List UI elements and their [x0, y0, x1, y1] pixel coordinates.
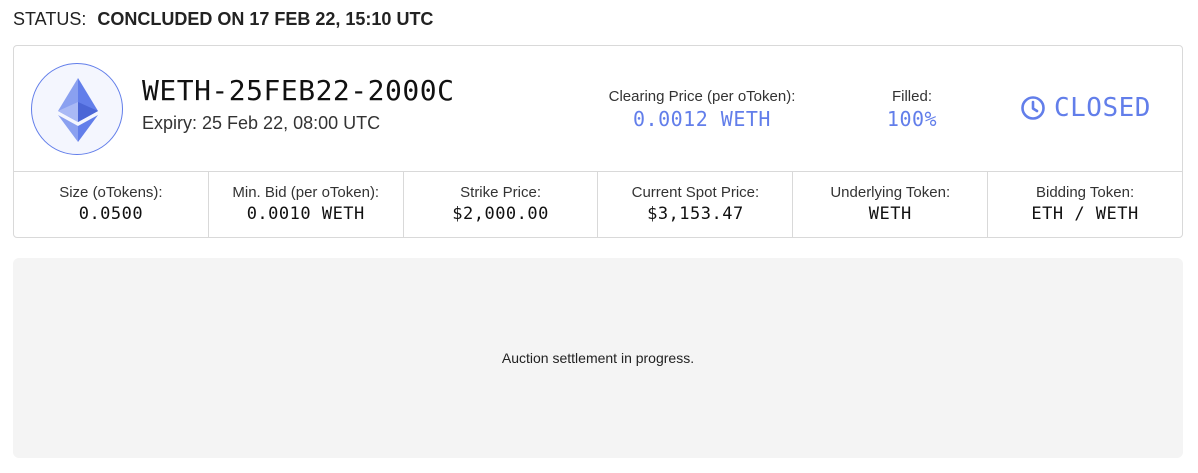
- detail-label: Size (oTokens):: [59, 184, 163, 201]
- detail-label: Bidding Token:: [1035, 184, 1135, 201]
- clearing-price-label: Clearing Price (per oToken):: [608, 88, 796, 105]
- clearing-price: Clearing Price (per oToken): 0.0012 WETH: [602, 88, 802, 131]
- filled-percentage: Filled: 100%: [862, 88, 962, 131]
- settlement-message: Auction settlement in progress.: [501, 350, 695, 366]
- filled-value: 100%: [886, 107, 938, 131]
- detail-value: 0.0500: [78, 204, 144, 224]
- detail-min-bid: Min. Bid (per oToken): 0.0010 WETH: [209, 172, 404, 238]
- detail-label: Min. Bid (per oToken):: [232, 184, 380, 201]
- detail-label: Current Spot Price:: [631, 184, 760, 201]
- detail-value: 0.0010 WETH: [246, 204, 365, 224]
- detail-bidding-token: Bidding Token: ETH / WETH: [988, 172, 1182, 238]
- option-expiry: Expiry: 25 Feb 22, 08:00 UTC: [142, 113, 381, 133]
- detail-label: Strike Price:: [460, 184, 541, 201]
- detail-underlying-token: Underlying Token: WETH: [793, 172, 989, 238]
- clearing-price-value: 0.0012 WETH: [633, 107, 771, 131]
- settlement-panel: Auction settlement in progress.: [13, 258, 1183, 458]
- ethereum-icon: [31, 63, 123, 155]
- detail-value: ETH / WETH: [1031, 204, 1139, 224]
- auction-status: STATUS: CONCLUDED ON 17 FEB 22, 15:10 UT…: [13, 9, 433, 30]
- detail-strike-price: Strike Price: $2,000.00: [404, 172, 599, 238]
- status-value: CONCLUDED ON 17 FEB 22, 15:10 UTC: [97, 9, 434, 29]
- auction-details: Size (oTokens): 0.0500 Min. Bid (per oTo…: [14, 172, 1182, 238]
- auction-state-badge: CLOSED: [1020, 92, 1151, 124]
- detail-spot-price: Current Spot Price: $3,153.47: [598, 172, 794, 238]
- clock-icon: [1021, 96, 1045, 120]
- detail-value: $3,153.47: [647, 204, 744, 224]
- detail-value: $2,000.00: [452, 204, 549, 224]
- auction-card: WETH-25FEB22-2000C Expiry: 25 Feb 22, 08…: [13, 45, 1183, 238]
- option-title: WETH-25FEB22-2000C: [142, 74, 455, 107]
- detail-value: WETH: [868, 204, 912, 224]
- detail-size: Size (oTokens): 0.0500: [14, 172, 209, 238]
- filled-label: Filled:: [891, 88, 932, 105]
- detail-label: Underlying Token:: [830, 184, 951, 201]
- auction-header: WETH-25FEB22-2000C Expiry: 25 Feb 22, 08…: [14, 46, 1182, 172]
- auction-state-label: CLOSED: [1054, 93, 1151, 123]
- status-label: STATUS:: [13, 9, 87, 29]
